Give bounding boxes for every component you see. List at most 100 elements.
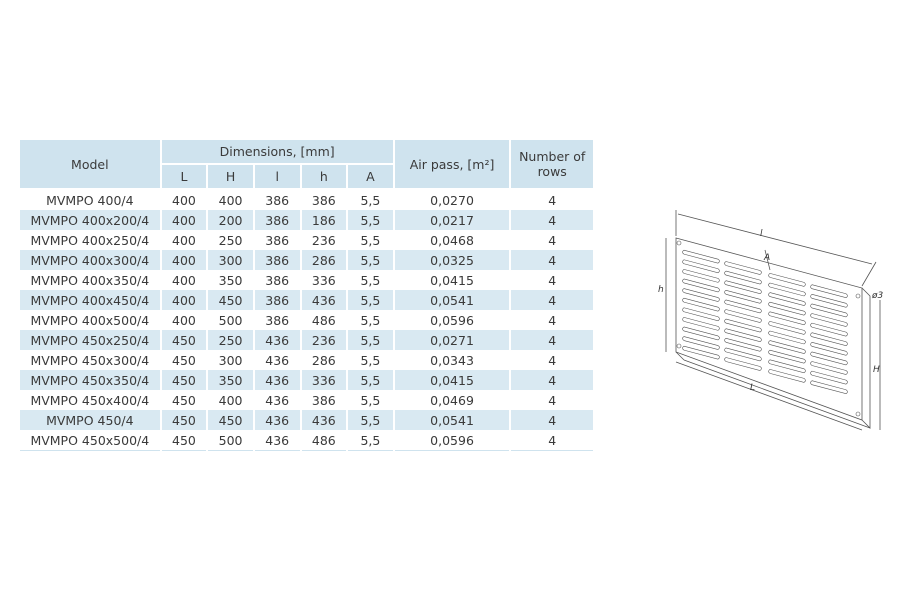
- table-cell: 450: [161, 430, 207, 451]
- table-cell: 386: [311, 192, 336, 208]
- table-cell: 450: [161, 410, 207, 430]
- table-cell: 436: [254, 330, 300, 350]
- table-cell: 486: [301, 430, 347, 451]
- table-cell: MVMPO 400x200/4: [20, 210, 160, 230]
- louver: [810, 380, 848, 395]
- table-cell: 300: [218, 352, 243, 368]
- louver: [768, 311, 806, 326]
- table-cell: MVMPO 400/4: [46, 192, 134, 208]
- dim-label: H: [873, 365, 880, 375]
- table-cell: 400: [172, 192, 196, 208]
- table-cell: 0,0343: [430, 352, 474, 368]
- table-cell: 400: [172, 312, 196, 328]
- table-cell: 386: [265, 232, 290, 248]
- table-cell: 0,0596: [394, 430, 510, 451]
- table-cell: 5,5: [348, 410, 393, 430]
- table-cell: 286: [311, 352, 336, 368]
- louver: [768, 369, 806, 383]
- table-cell: 5,5: [360, 312, 381, 328]
- table-cell: 0,0469: [430, 392, 474, 408]
- table-cell: 250: [218, 232, 243, 248]
- table-cell: 450: [161, 330, 207, 350]
- louver: [724, 289, 762, 304]
- header-sub: A: [348, 165, 393, 190]
- louver: [810, 303, 848, 318]
- table-row: MVMPO 450/4 450 450 436 436 5,5 0,0541 4: [20, 410, 593, 430]
- louver: [768, 282, 806, 297]
- table-cell: 436: [301, 410, 347, 430]
- table-cell: 5,5: [360, 232, 381, 248]
- header-sub: H: [208, 165, 253, 190]
- table-cell: MVMPO 400x450/4: [20, 290, 160, 310]
- table-cell: 400: [161, 210, 207, 230]
- dim-label: L: [750, 383, 755, 393]
- table-row: MVMPO 450x250/4 450 250 436 236 5,5 0,0271 4: [20, 330, 593, 350]
- louver: [724, 328, 762, 343]
- louver: [810, 341, 848, 356]
- header-dimensions: Dimensions, [mm]: [161, 140, 393, 165]
- holes: [676, 240, 861, 417]
- table-cell: 4: [548, 232, 557, 248]
- table-cell: 186: [301, 210, 347, 230]
- louver: [724, 261, 762, 275]
- louver: [724, 337, 762, 352]
- table-cell: 4: [511, 410, 593, 430]
- table-cell: MVMPO 450x300/4: [30, 352, 150, 368]
- grille-drawing: l h H L A ø3: [658, 210, 884, 431]
- table-cell: 4: [548, 272, 557, 288]
- louver: [682, 249, 720, 264]
- louver: [768, 321, 806, 335]
- header-sub: h: [301, 165, 347, 190]
- table-cell: 450: [161, 370, 207, 390]
- table-cell: 0,0270: [430, 192, 474, 208]
- louver: [682, 259, 720, 274]
- table-cell: 0,0217: [394, 210, 510, 230]
- table-cell: 4: [548, 312, 557, 328]
- table-cell: 4: [548, 352, 557, 368]
- louver: [682, 278, 720, 293]
- louvers: [682, 249, 848, 395]
- table-cell: 400: [172, 272, 196, 288]
- louver: [724, 280, 762, 295]
- table-row: MVMPO 400x450/4 400 450 386 436 5,5 0,0541 4: [20, 290, 593, 310]
- table-row: MVMPO 400/4 400 400 386 386 5,5 0,0270 4: [20, 190, 593, 210]
- table-row: MVMPO 400x350/4 400 350 386 336 5,5 0,0415 4: [20, 270, 593, 290]
- table-cell: 386: [254, 290, 300, 310]
- louver: [810, 322, 848, 337]
- louver: [682, 317, 720, 331]
- louver: [810, 361, 848, 375]
- header-model: Model: [20, 140, 160, 190]
- louver: [724, 299, 762, 314]
- table-cell: 436: [254, 430, 300, 451]
- table-cell: MVMPO 450/4: [20, 410, 160, 430]
- louver: [768, 301, 806, 316]
- table-cell: MVMPO 450x250/4: [20, 330, 160, 350]
- table-cell: 300: [208, 250, 253, 270]
- table-cell: 386: [265, 312, 290, 328]
- louver: [768, 330, 806, 345]
- table-cell: 5,5: [348, 250, 393, 270]
- louver: [682, 326, 720, 341]
- table-cell: 4: [548, 392, 557, 408]
- table-cell: 4: [511, 210, 593, 230]
- table-cell: 0,0596: [430, 312, 474, 328]
- table-cell: 5,5: [348, 370, 393, 390]
- table-cell: MVMPO 450x500/4: [20, 430, 160, 451]
- table-row: MVMPO 400x200/4 400 200 386 186 5,5 0,0217 4: [20, 210, 593, 230]
- table-cell: 4: [511, 370, 593, 390]
- table-cell: 250: [208, 330, 253, 350]
- table-cell: 486: [311, 312, 336, 328]
- spec-table: Model Dimensions, [mm] Air pass, [m²] Nu…: [18, 140, 595, 451]
- table-cell: 5,5: [348, 290, 393, 310]
- table-cell: 5,5: [348, 430, 393, 451]
- table-cell: MVMPO 400x250/4: [30, 232, 150, 248]
- dim-label: A: [763, 253, 770, 263]
- dim-label: h: [658, 285, 664, 295]
- table-cell: 350: [218, 272, 243, 288]
- louver: [768, 349, 806, 364]
- table-cell: MVMPO 400x300/4: [20, 250, 160, 270]
- table-cell: 5,5: [348, 330, 393, 350]
- louver: [724, 270, 762, 285]
- table-row: MVMPO 450x500/4 450 500 436 486 5,5 0,0596 4: [20, 430, 593, 451]
- table-row: MVMPO 400x300/4 400 300 386 286 5,5 0,0325 4: [20, 250, 593, 270]
